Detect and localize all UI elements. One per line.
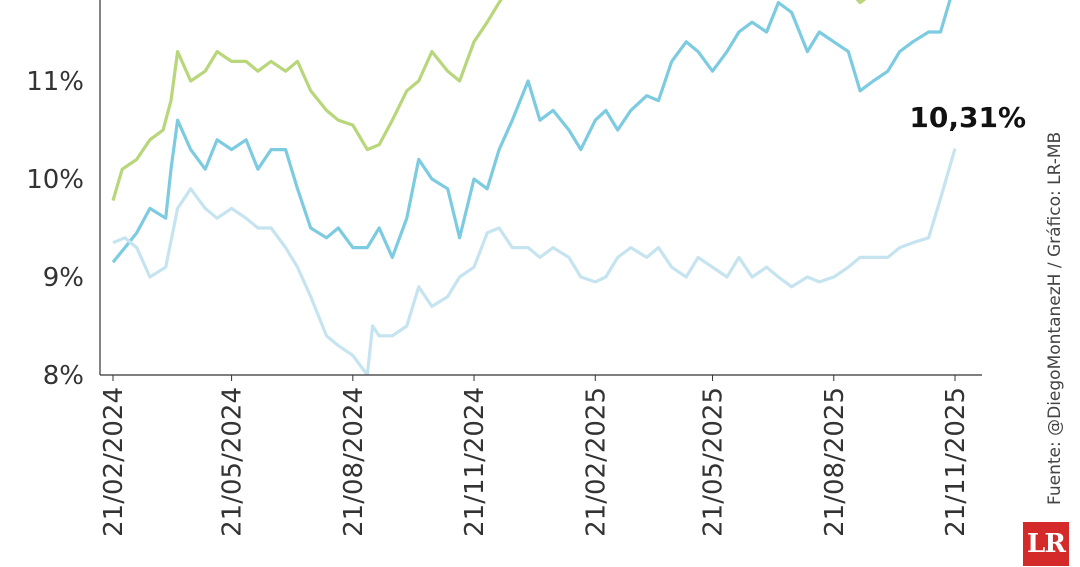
- x-tick-label: 21/02/2024: [99, 387, 129, 537]
- series-line-1: [111, 0, 867, 202]
- x-tick-label: 21/08/2025: [820, 387, 850, 537]
- series-line-2: [111, 0, 952, 264]
- x-tick-label: 21/05/2024: [218, 387, 248, 537]
- x-tick-label: 21/05/2025: [699, 387, 729, 537]
- source-credit: Fuente: @DiegoMontanezH / Gráfico: LR-MB: [1045, 132, 1065, 505]
- y-axis-ticks: 8% 9% 10% 11%: [26, 67, 84, 391]
- lr-logo-text: LR: [1027, 529, 1066, 559]
- plot-area: [111, 0, 957, 375]
- x-tick-label: 21/11/2024: [460, 387, 490, 537]
- x-tick-label: 21/02/2025: [581, 387, 611, 537]
- y-tick-label: 10%: [26, 165, 84, 195]
- y-tick-label: 8%: [43, 361, 84, 391]
- x-tick-label: 21/11/2025: [941, 387, 971, 537]
- x-tick-label: 21/08/2024: [339, 387, 369, 537]
- last-value-callout: 10,31%: [909, 101, 1026, 134]
- lr-logo: LR: [1023, 522, 1069, 566]
- y-tick-label: 9%: [43, 263, 84, 293]
- y-tick-label: 11%: [26, 67, 84, 97]
- x-axis-ticks: 21/02/2024 21/05/2024 21/08/2024 21/11/2024…: [99, 375, 971, 537]
- series-line-3: [112, 148, 957, 375]
